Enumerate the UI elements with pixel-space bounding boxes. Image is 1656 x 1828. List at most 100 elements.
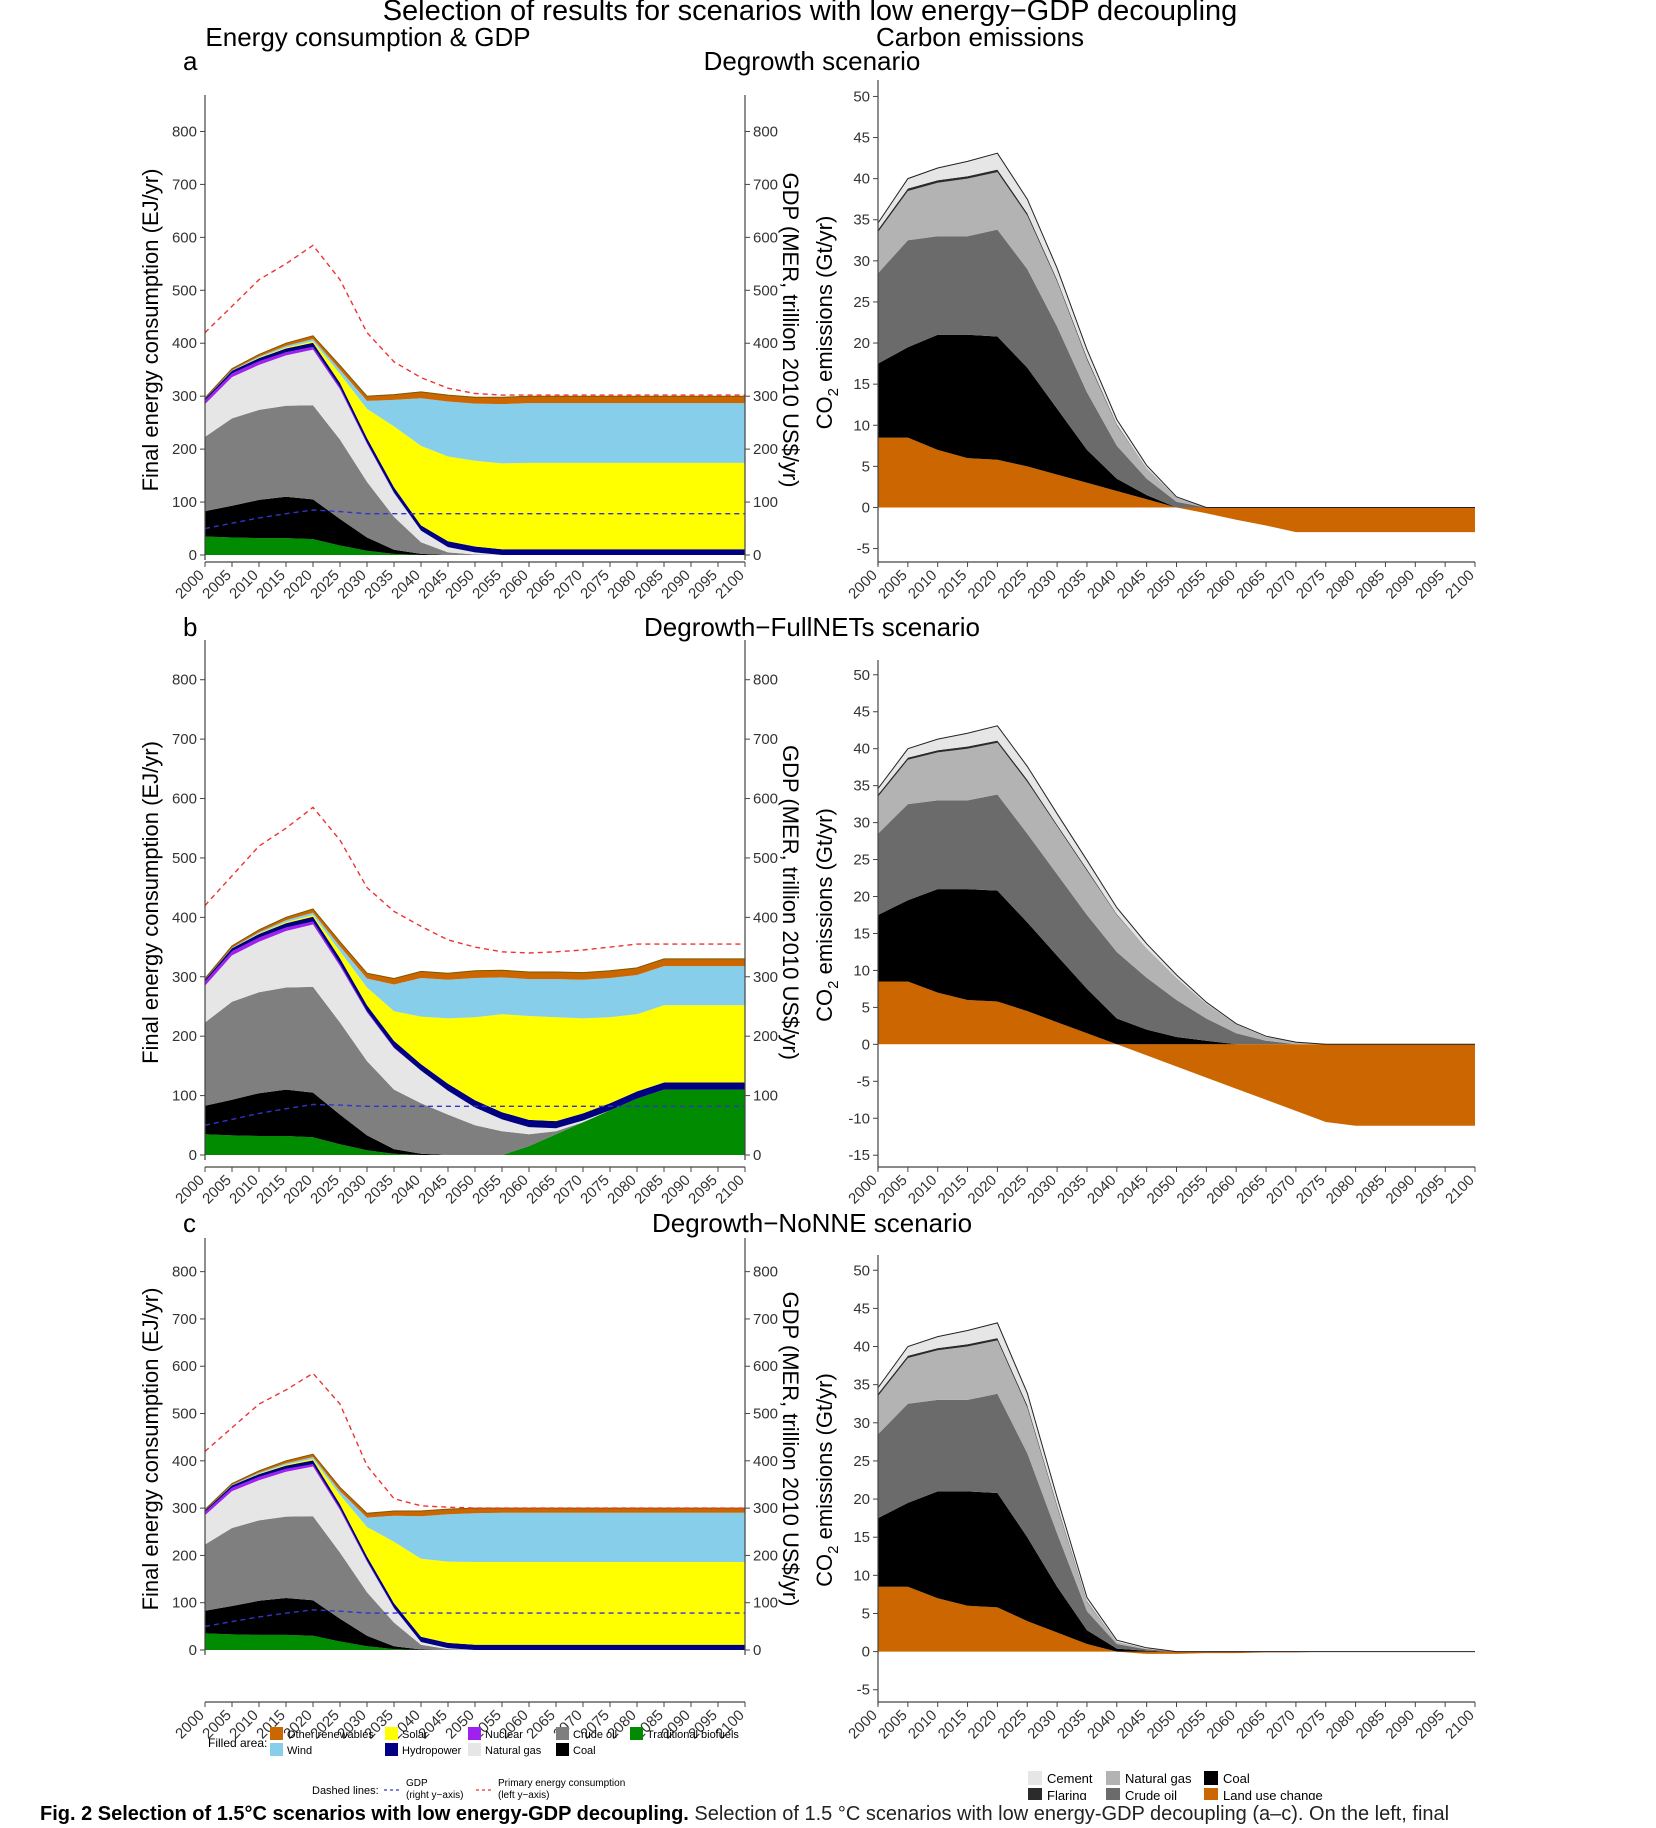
- energy-b-area-crude-oil: [205, 986, 745, 1155]
- gdp-y-tick-label: 800: [753, 1264, 778, 1281]
- energy-b-area-solar: [205, 915, 745, 1122]
- energy-legend-label: Coal: [573, 1745, 596, 1757]
- left-column-title: Energy consumption & GDP: [205, 22, 530, 52]
- co2-x-tick-label: 2035: [1054, 1172, 1090, 1208]
- gdp-y-tick-label: 400: [753, 1453, 778, 1470]
- co2-a-area-natural-gas: [878, 172, 1475, 508]
- co2-x-tick-label: 2020: [965, 1707, 1001, 1743]
- gdp-y-tick-label: 600: [753, 791, 778, 808]
- co2-x-tick-label: 2015: [935, 1172, 971, 1208]
- energy-x-tick-label: 2045: [415, 1172, 451, 1208]
- co2-x-tick-label: 2030: [1024, 1707, 1060, 1743]
- energy-c-area-coal: [205, 1598, 745, 1650]
- co2-x-tick-label: 2095: [1412, 567, 1448, 603]
- energy-y-tick-label: 700: [172, 1311, 197, 1328]
- energy-legend-swatch: [556, 1727, 569, 1740]
- legend-gdp-label: GDP: [406, 1778, 428, 1789]
- co2-x-tick-label: 2090: [1383, 1172, 1419, 1208]
- co2-y-axis-label: CO2 emissions (Gt/yr): [812, 808, 842, 1022]
- co2-legend-swatch: [1106, 1788, 1120, 1800]
- energy-x-tick-label: 2060: [496, 1172, 532, 1208]
- energy-x-tick-label: 2075: [577, 567, 613, 603]
- co2-x-tick-label: 2005: [875, 1172, 911, 1208]
- co2-legend-label: Crude oil: [1125, 1788, 1177, 1800]
- energy-stack-outline: [204, 335, 745, 399]
- co2-x-tick-label: 2005: [875, 1707, 911, 1743]
- energy-a-area-coal: [205, 496, 745, 555]
- energy-legend-swatch: [468, 1727, 481, 1740]
- co2-x-tick-label: 2100: [1442, 1172, 1478, 1208]
- energy-y-tick-label: 100: [172, 494, 197, 511]
- co2-x-tick-label: 2000: [845, 1707, 881, 1743]
- co2-label-suffix: emissions (Gt/yr): [812, 1373, 837, 1545]
- co2-a-area-coal: [878, 334, 1475, 508]
- co2-x-tick-label: 2055: [1174, 567, 1210, 603]
- energy-legend-swatch: [385, 1743, 398, 1756]
- energy-x-tick-label: 2085: [631, 567, 667, 603]
- co2-x-tick-label: 2025: [994, 1172, 1030, 1208]
- gdp-y-tick-label: 0: [753, 1147, 761, 1164]
- co2-y-tick-label: 50: [853, 667, 870, 684]
- energy-x-tick-label: 2100: [712, 1172, 748, 1208]
- energy-y-tick-label: 500: [172, 850, 197, 867]
- energy-y-axis-label: Final energy consumption (EJ/yr): [138, 1288, 163, 1611]
- co2-a-area-land-use-change: [878, 437, 1475, 533]
- co2-x-tick-label: 2065: [1233, 567, 1269, 603]
- energy-x-tick-label: 2000: [172, 1172, 208, 1208]
- energy-y-tick-label: 500: [172, 1406, 197, 1423]
- gdp-y-tick-label: 500: [753, 282, 778, 299]
- energy-a-area-wind: [205, 339, 745, 464]
- co2-y-tick-label: 25: [853, 852, 870, 869]
- co2-y-tick-label: 5: [862, 1605, 870, 1622]
- co2-stack-outline: [877, 152, 1475, 508]
- primary-energy-dashed-line: [204, 806, 745, 954]
- co2-x-tick-label: 2025: [994, 1707, 1030, 1743]
- co2-b-area-natural-gas: [878, 742, 1475, 1045]
- energy-x-tick-label: 2000: [172, 567, 208, 603]
- co2-x-tick-label: 2045: [1114, 1707, 1150, 1743]
- gdp-y-tick-label: 400: [753, 909, 778, 926]
- energy-x-tick-label: 2055: [469, 1172, 505, 1208]
- gdp-y-tick-label: 700: [753, 731, 778, 748]
- panels-group: a Degrowth scenario0100200300400500600700…: [138, 46, 1478, 1742]
- co2-x-tick-label: 2010: [905, 1707, 941, 1743]
- energy-c-area-crude-oil: [205, 1516, 745, 1650]
- co2-x-tick-label: 2035: [1054, 1707, 1090, 1743]
- gdp-y-tick-label: 200: [753, 441, 778, 458]
- co2-x-tick-label: 2075: [1293, 1707, 1329, 1743]
- co2-c-area-land-use-change: [878, 1586, 1475, 1654]
- co2-y-tick-label: 50: [853, 88, 870, 105]
- energy-y-axis-label: Final energy consumption (EJ/yr): [138, 169, 163, 492]
- energy-legend-label: Hydropower: [402, 1745, 462, 1757]
- co2-y-tick-label: 45: [853, 1300, 870, 1317]
- gdp-dashed-line: [204, 1103, 745, 1126]
- energy-x-tick-label: 2065: [523, 1172, 559, 1208]
- energy-x-tick-label: 2005: [199, 1172, 235, 1208]
- energy-x-tick-label: 2035: [361, 1172, 397, 1208]
- co2-y-tick-label: 50: [853, 1262, 870, 1279]
- co2-x-tick-label: 2000: [845, 567, 881, 603]
- co2-y-tick-label: 30: [853, 815, 870, 832]
- energy-x-tick-label: 2020: [280, 567, 316, 603]
- gdp-y-tick-label: 200: [753, 1028, 778, 1045]
- panel-c: c Degrowth−NoNNE scenario0100200300400500…: [138, 1208, 1478, 1742]
- co2-y-tick-label: 25: [853, 294, 870, 311]
- co2-y-tick-label: 15: [853, 376, 870, 393]
- co2-x-tick-label: 2085: [1353, 1172, 1389, 1208]
- co2-x-tick-label: 2095: [1412, 1172, 1448, 1208]
- gdp-y-axis-label: GDP (MER, trillion 2010 US$/yr): [778, 745, 803, 1060]
- panel-title: Degrowth−NoNNE scenario: [652, 1208, 972, 1238]
- energy-y-tick-label: 0: [189, 1642, 197, 1659]
- co2-y-tick-label: -15: [848, 1147, 870, 1164]
- co2-y-tick-label: 40: [853, 741, 870, 758]
- energy-x-tick-label: 2005: [199, 567, 235, 603]
- energy-x-tick-label: 2100: [712, 567, 748, 603]
- co2-b-area-land-use-change: [878, 981, 1475, 1126]
- co2-x-tick-label: 2090: [1383, 567, 1419, 603]
- energy-y-tick-label: 200: [172, 441, 197, 458]
- co2-x-tick-label: 2080: [1323, 1172, 1359, 1208]
- energy-x-tick-label: 2025: [307, 1172, 343, 1208]
- caption-text: Selection of 1.5 °C scenarios with low e…: [688, 1803, 1450, 1825]
- co2-legend-swatch: [1028, 1771, 1042, 1785]
